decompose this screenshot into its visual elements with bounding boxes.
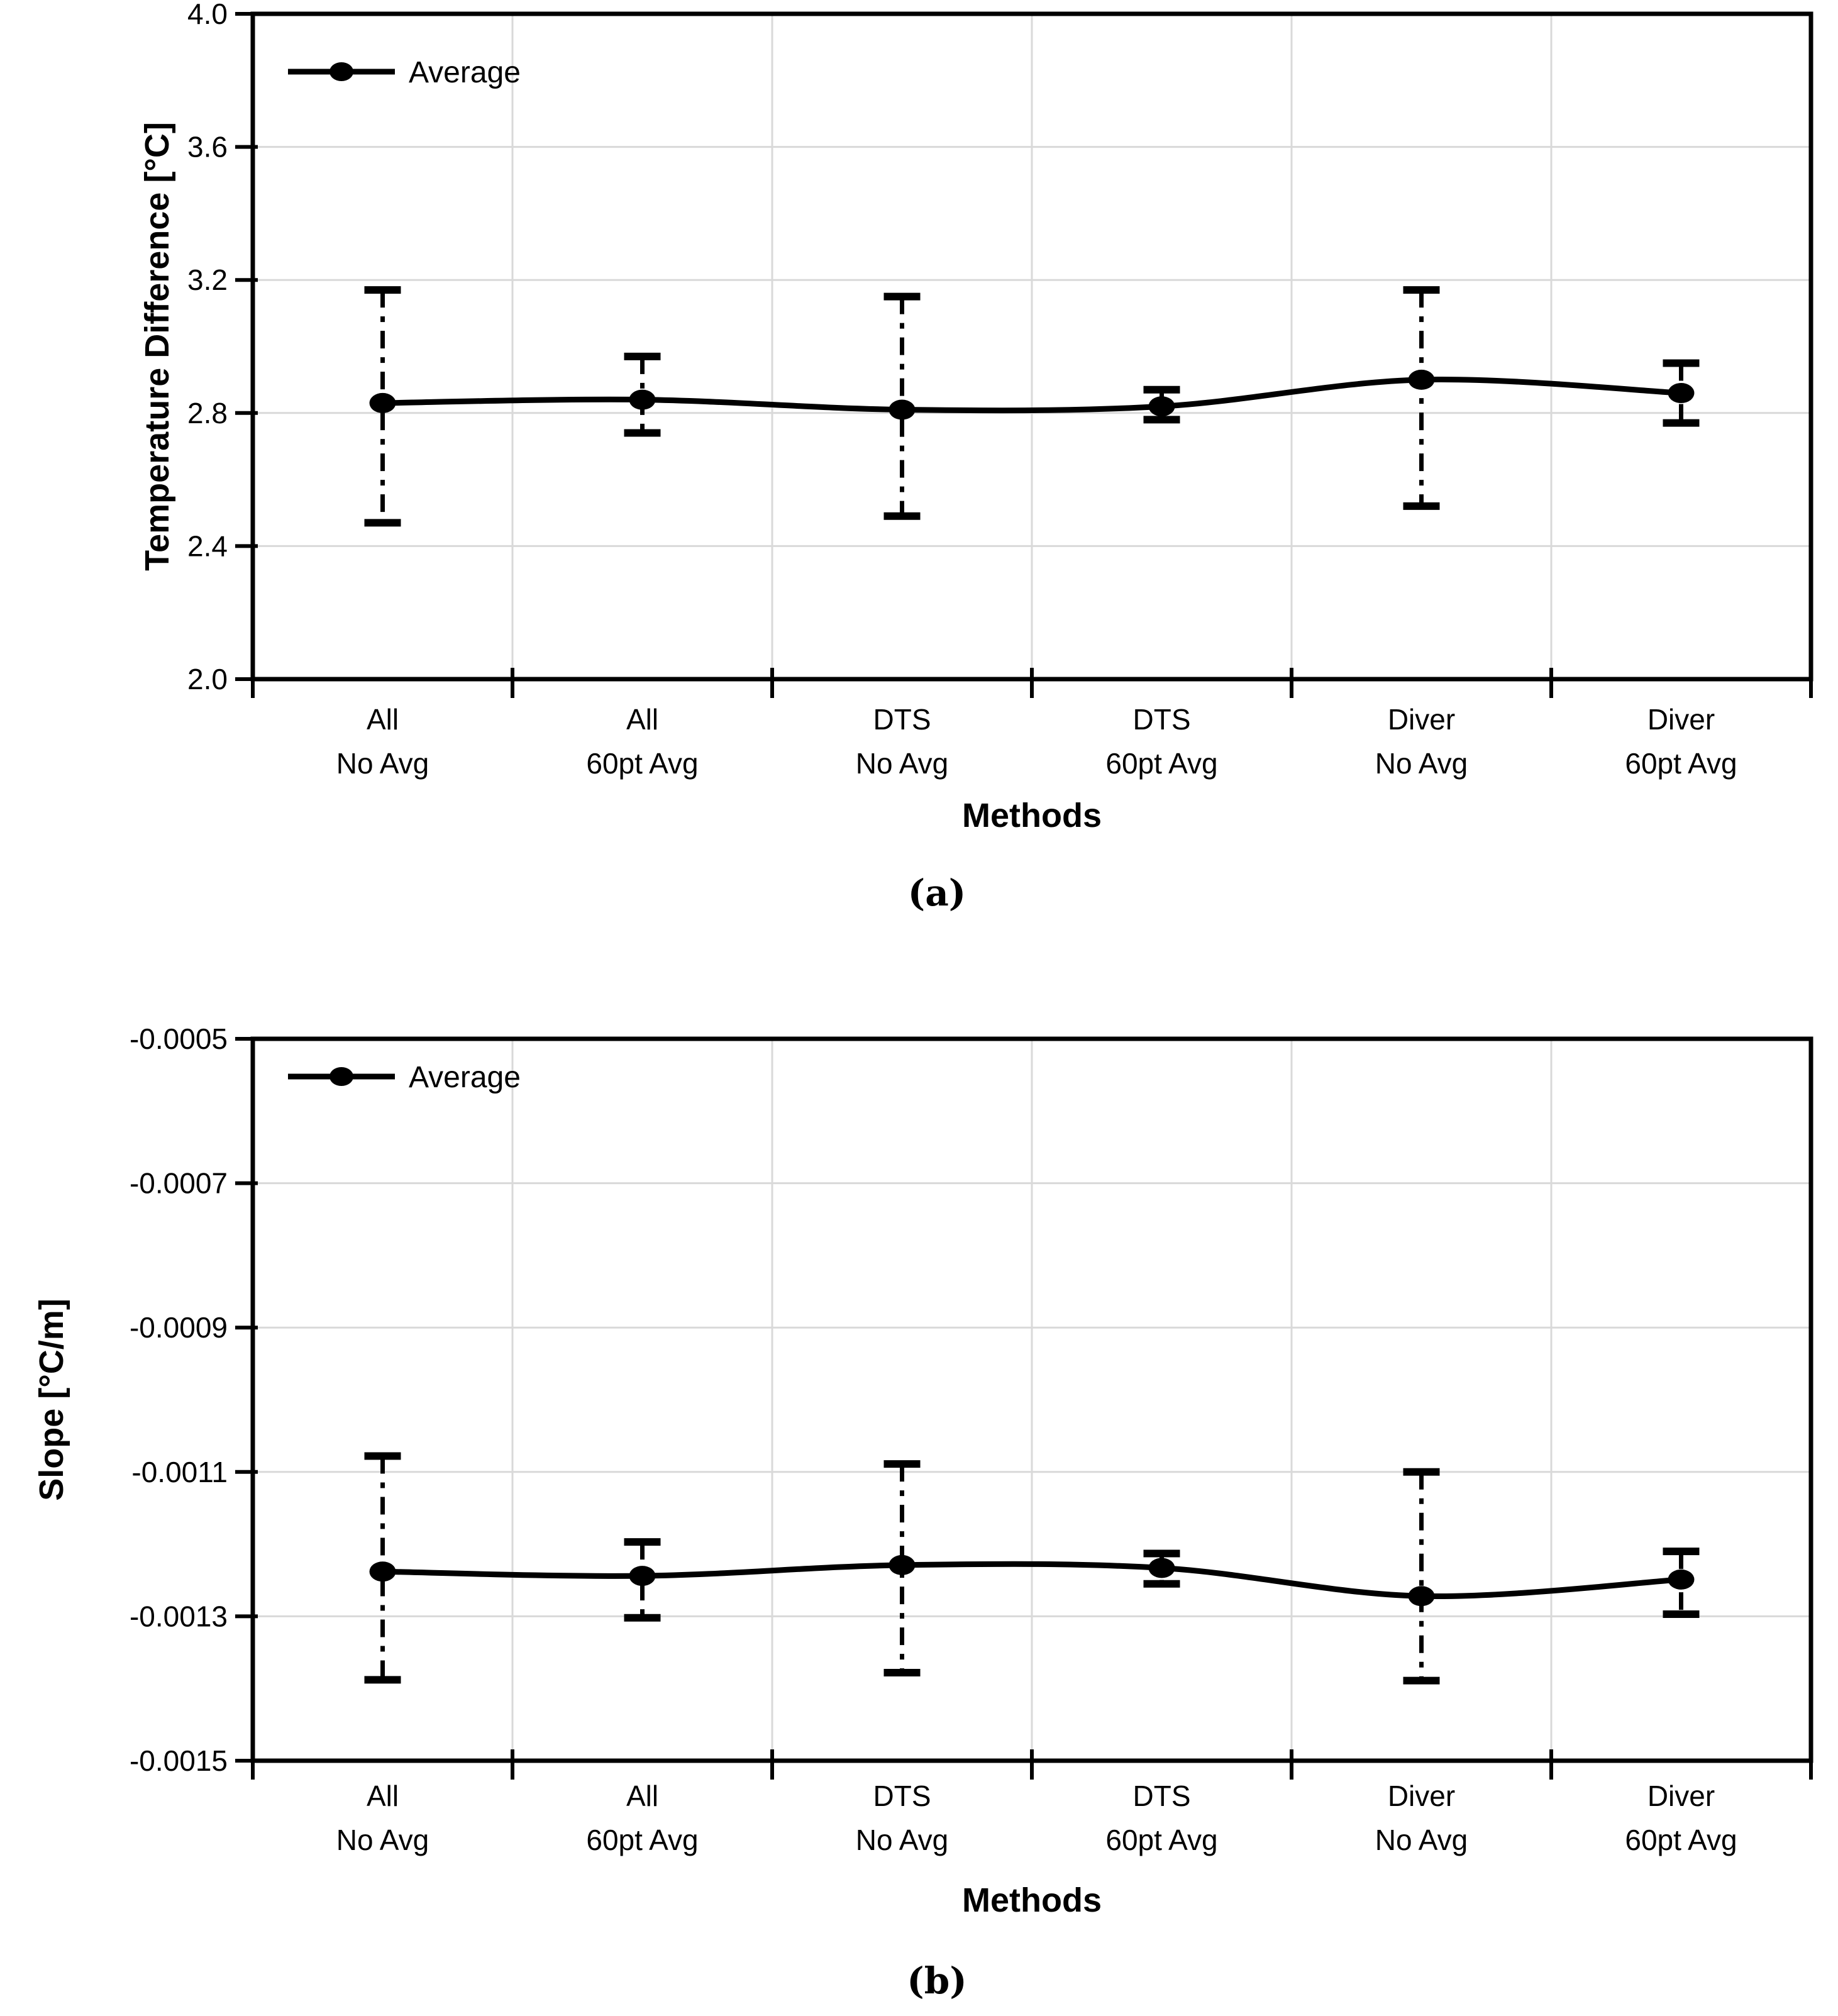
- y-tick-label: 2.4: [187, 529, 228, 562]
- x-category-label-line2: No Avg: [856, 747, 948, 780]
- y-tick-label: 3.6: [187, 131, 228, 163]
- legend: Average: [288, 1061, 521, 1094]
- x-category-label-line1: All: [626, 703, 658, 736]
- y-axis-title: Slope [°C/m]: [33, 1299, 70, 1501]
- plot-area-border: [250, 11, 1813, 682]
- y-tick-label: 2.0: [187, 663, 228, 695]
- data-point-marker: [889, 399, 916, 420]
- x-category-label-line2: 60pt Avg: [1625, 747, 1737, 780]
- data-point-marker: [369, 1561, 396, 1582]
- x-axis-title: Methods: [962, 797, 1102, 834]
- data-point-marker: [1148, 396, 1175, 417]
- chart-caption: (b): [907, 1959, 966, 2002]
- average-series-line: [380, 1561, 1684, 1600]
- data-point-marker: [1408, 369, 1435, 390]
- x-category-label-line2: No Avg: [336, 1824, 429, 1856]
- gridlines: [253, 14, 1811, 679]
- axis-ticks: [235, 1037, 1813, 1780]
- x-category-label-line2: 60pt Avg: [1625, 1824, 1737, 1856]
- x-category-label-line2: No Avg: [1375, 1824, 1468, 1856]
- data-point-marker: [1148, 1558, 1175, 1578]
- y-tick-label: -0.0005: [130, 1022, 228, 1055]
- legend-marker: [329, 62, 353, 81]
- series-markers: [369, 1554, 1695, 1607]
- x-category-label-line1: Diver: [1388, 1780, 1455, 1812]
- x-category-label-line1: Diver: [1647, 1780, 1715, 1812]
- data-point-marker: [629, 389, 656, 410]
- y-tick-label: -0.0013: [130, 1600, 228, 1632]
- data-point-marker: [369, 392, 396, 413]
- chart-caption: (a): [908, 872, 966, 914]
- x-category-label-line1: Diver: [1647, 703, 1715, 736]
- y-tick-label: -0.0007: [130, 1167, 228, 1200]
- plot-area-border: [250, 1036, 1813, 1763]
- axis-ticks: [235, 12, 1813, 698]
- x-category-label-line2: 60pt Avg: [1105, 747, 1217, 780]
- x-category-label-line1: All: [626, 1780, 658, 1812]
- average-series-line: [380, 377, 1684, 414]
- y-tick-label: -0.0011: [131, 1456, 228, 1488]
- x-category-label-line1: All: [367, 1780, 399, 1812]
- y-tick-label: 3.2: [187, 263, 228, 296]
- x-category-label-line2: 60pt Avg: [1105, 1824, 1217, 1856]
- y-tick-label: -0.0015: [130, 1744, 228, 1777]
- legend-marker: [329, 1067, 353, 1086]
- x-category-label-line1: DTS: [873, 1780, 931, 1812]
- data-point-marker: [889, 1554, 916, 1575]
- y-axis-title: Temperature Difference [°C]: [138, 122, 176, 571]
- legend-label: Average: [409, 56, 521, 89]
- x-category-label-line2: No Avg: [336, 747, 429, 780]
- series-markers: [369, 369, 1695, 420]
- y-tick-label: 2.8: [187, 397, 228, 429]
- x-category-label-line1: DTS: [873, 703, 931, 736]
- chart-a: Average 4.0 3.6 3.2 2.8 2.4 2.0 All No Avg All 60p…: [138, 0, 1813, 914]
- x-category-label-line2: No Avg: [1375, 747, 1468, 780]
- x-category-label-line2: 60pt Avg: [586, 1824, 698, 1856]
- y-tick-label: 4.0: [187, 0, 228, 30]
- x-category-label-line1: Diver: [1388, 703, 1455, 736]
- x-category-label-line1: All: [367, 703, 399, 736]
- x-category-label-line1: DTS: [1133, 703, 1191, 736]
- data-point-marker: [629, 1566, 656, 1587]
- x-axis-title: Methods: [962, 1881, 1102, 1919]
- x-category-label-line1: DTS: [1133, 1780, 1191, 1812]
- x-category-label-line2: No Avg: [856, 1824, 948, 1856]
- chart-b: Average -0.0005 -0.0007 -0.0009 -0.0011 -0.00…: [33, 1022, 1813, 2002]
- legend-label: Average: [409, 1061, 521, 1094]
- data-point-marker: [1668, 383, 1695, 404]
- x-category-label-line2: 60pt Avg: [586, 747, 698, 780]
- legend: Average: [288, 56, 521, 89]
- data-point-marker: [1668, 1569, 1695, 1590]
- gridlines: [253, 1039, 1811, 1761]
- y-tick-label: -0.0009: [130, 1311, 228, 1344]
- data-point-marker: [1408, 1586, 1435, 1607]
